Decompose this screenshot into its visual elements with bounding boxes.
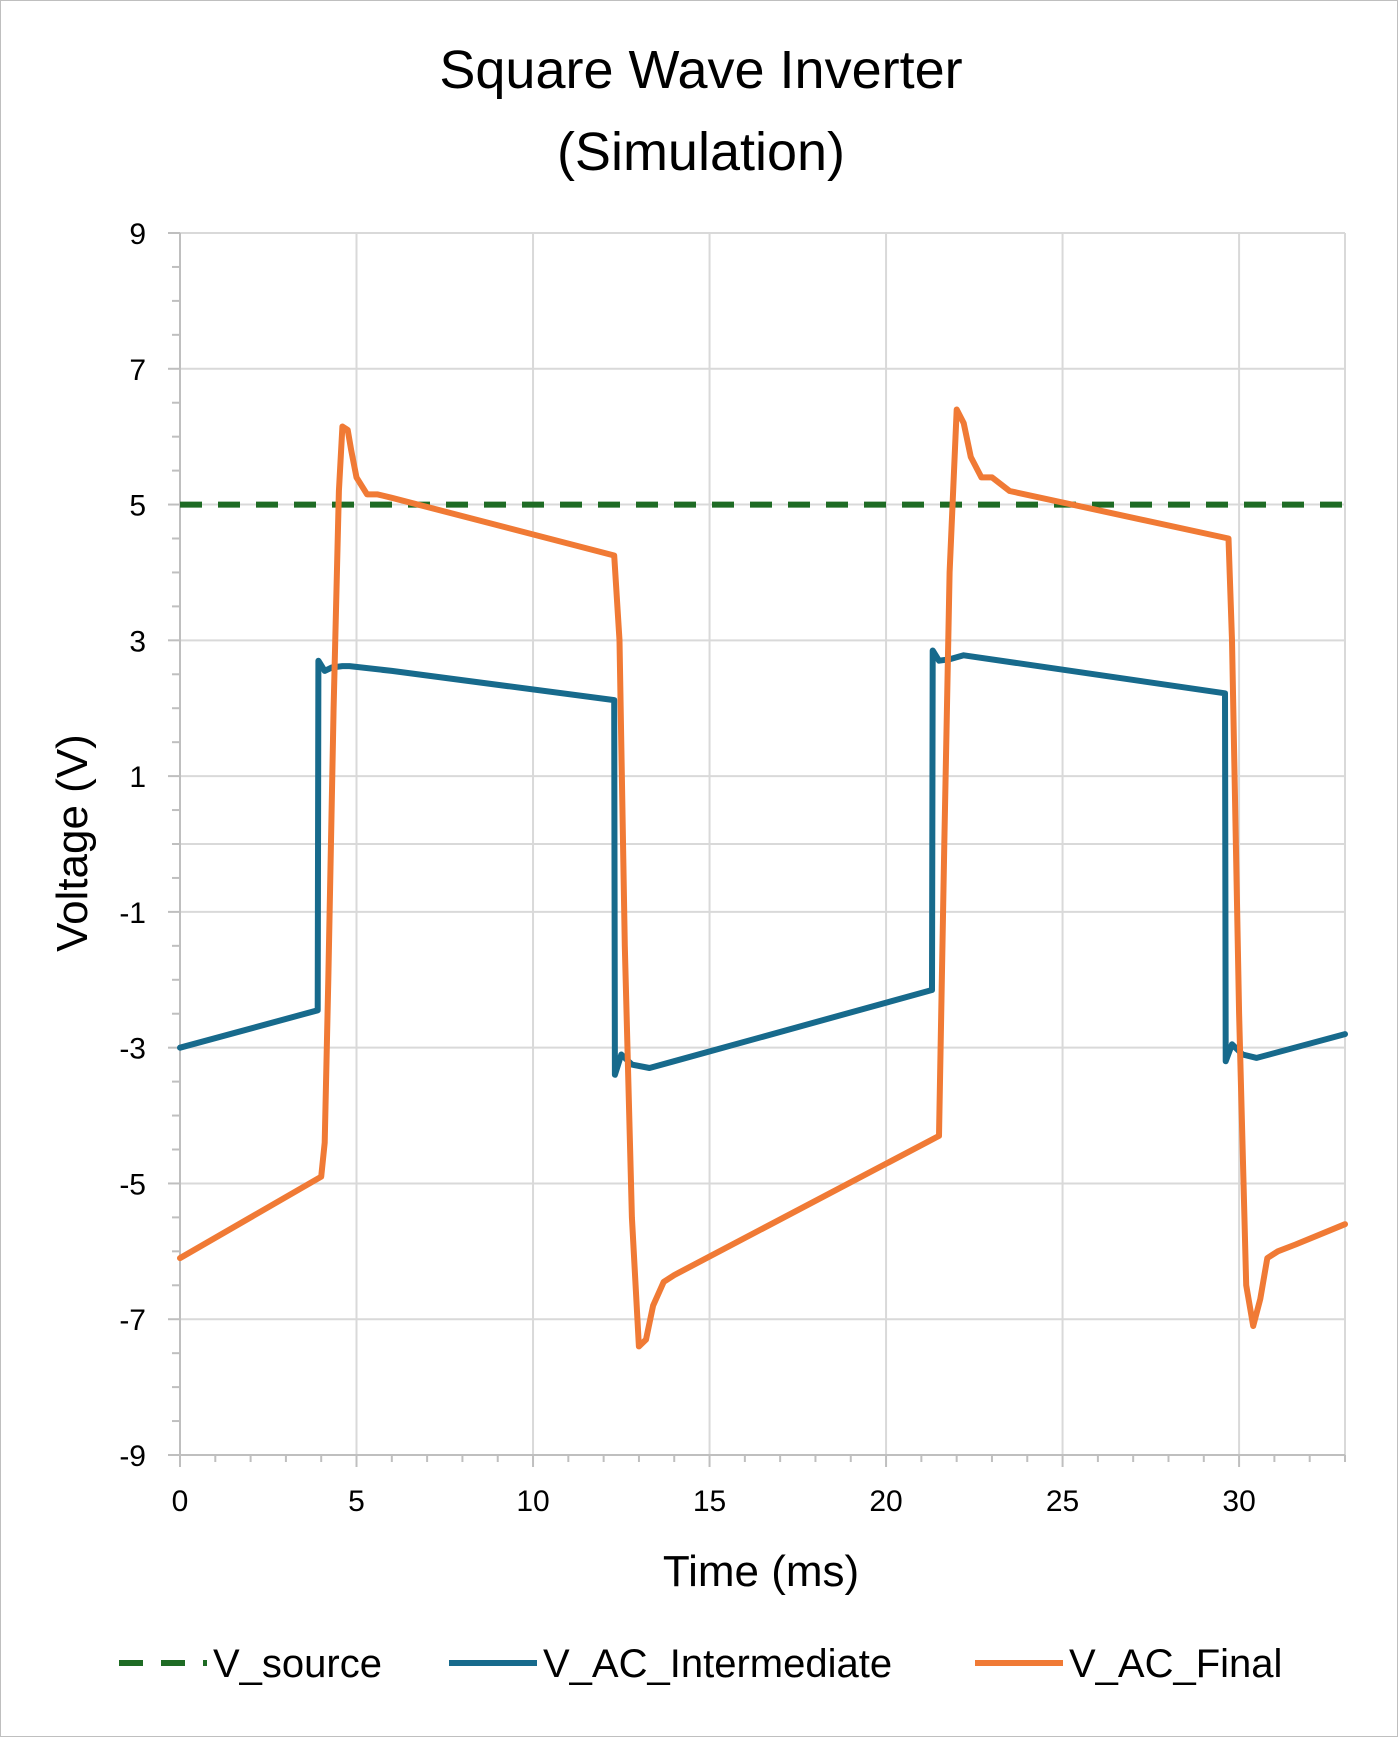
axes	[168, 232, 1346, 1467]
x-axis-title: Time (ms)	[663, 1547, 859, 1596]
y-axis-title: Voltage (V)	[48, 734, 97, 952]
chart-title-line-1: Square Wave Inverter	[439, 40, 963, 100]
x-tick-label: 30	[1222, 1485, 1255, 1518]
x-tick-label: 10	[516, 1485, 549, 1518]
y-tick-label: 3	[129, 625, 146, 658]
legend: V_source V_AC_Intermediate V_AC_Final	[119, 1642, 1282, 1686]
x-tick-label: 20	[869, 1485, 902, 1518]
gridlines	[180, 232, 1346, 1456]
y-tick-label: 7	[129, 354, 146, 387]
x-tick-label: 0	[172, 1485, 189, 1518]
tick-labels: 0 5 10 15 20 25 30 -9 -7 -5 -3 -1 1 3 5 7 9	[119, 218, 1255, 1518]
series-lines	[177, 406, 1348, 1350]
chart-title-line-2: (Simulation)	[556, 122, 846, 182]
x-tick-label: 15	[693, 1485, 726, 1518]
y-tick-label: 5	[129, 490, 146, 523]
legend-label-v-ac-final: V_AC_Final	[1069, 1642, 1282, 1686]
y-tick-label: 1	[129, 761, 146, 794]
legend-label-v-source: V_source	[213, 1642, 382, 1686]
y-tick-label: -3	[119, 1033, 146, 1066]
x-tick-label: 25	[1046, 1485, 1079, 1518]
series-line-v-ac-final	[177, 406, 1348, 1350]
legend-label-v-ac-intermediate: V_AC_Intermediate	[543, 1642, 892, 1686]
series-line-v-ac-intermediate	[177, 647, 1348, 1078]
y-tick-label: 9	[129, 218, 146, 251]
y-tick-label: -9	[119, 1440, 146, 1473]
x-tick-label: 5	[348, 1485, 365, 1518]
y-tick-label: -7	[119, 1304, 146, 1337]
y-tick-label: -5	[119, 1168, 146, 1201]
y-tick-label: -1	[119, 897, 146, 930]
